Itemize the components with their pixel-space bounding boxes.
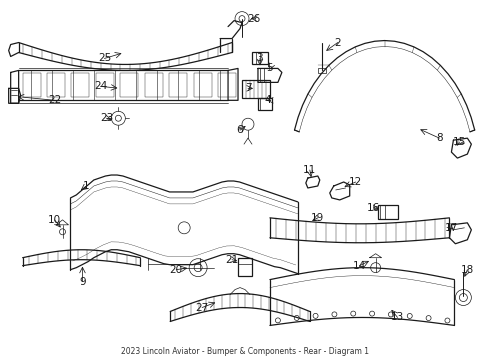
- Text: 22: 22: [48, 95, 61, 105]
- Text: 3: 3: [257, 54, 263, 63]
- Text: 12: 12: [349, 177, 362, 187]
- Text: 2023 Lincoln Aviator - Bumper & Components - Rear - Diagram 1: 2023 Lincoln Aviator - Bumper & Componen…: [121, 347, 369, 356]
- Text: 27: 27: [196, 302, 209, 312]
- Text: 20: 20: [170, 265, 183, 275]
- Text: 7: 7: [245, 84, 251, 93]
- Text: 4: 4: [265, 95, 271, 105]
- Text: 18: 18: [461, 265, 474, 275]
- Text: 17: 17: [445, 223, 458, 233]
- Text: 26: 26: [247, 14, 261, 24]
- Text: 25: 25: [98, 54, 111, 63]
- Text: 16: 16: [367, 203, 380, 213]
- Text: 24: 24: [94, 81, 107, 91]
- Text: 1: 1: [83, 181, 90, 191]
- Text: 13: 13: [391, 312, 404, 323]
- Text: 19: 19: [311, 213, 324, 223]
- Text: 21: 21: [225, 255, 239, 265]
- Text: 10: 10: [48, 215, 61, 225]
- Text: 5: 5: [267, 63, 273, 73]
- Text: 2: 2: [334, 37, 341, 48]
- Text: 15: 15: [453, 137, 466, 147]
- Text: 14: 14: [353, 261, 367, 271]
- Text: 8: 8: [436, 133, 443, 143]
- Text: 23: 23: [100, 113, 113, 123]
- Text: 11: 11: [303, 165, 317, 175]
- Text: 9: 9: [79, 276, 86, 287]
- Text: 6: 6: [237, 125, 244, 135]
